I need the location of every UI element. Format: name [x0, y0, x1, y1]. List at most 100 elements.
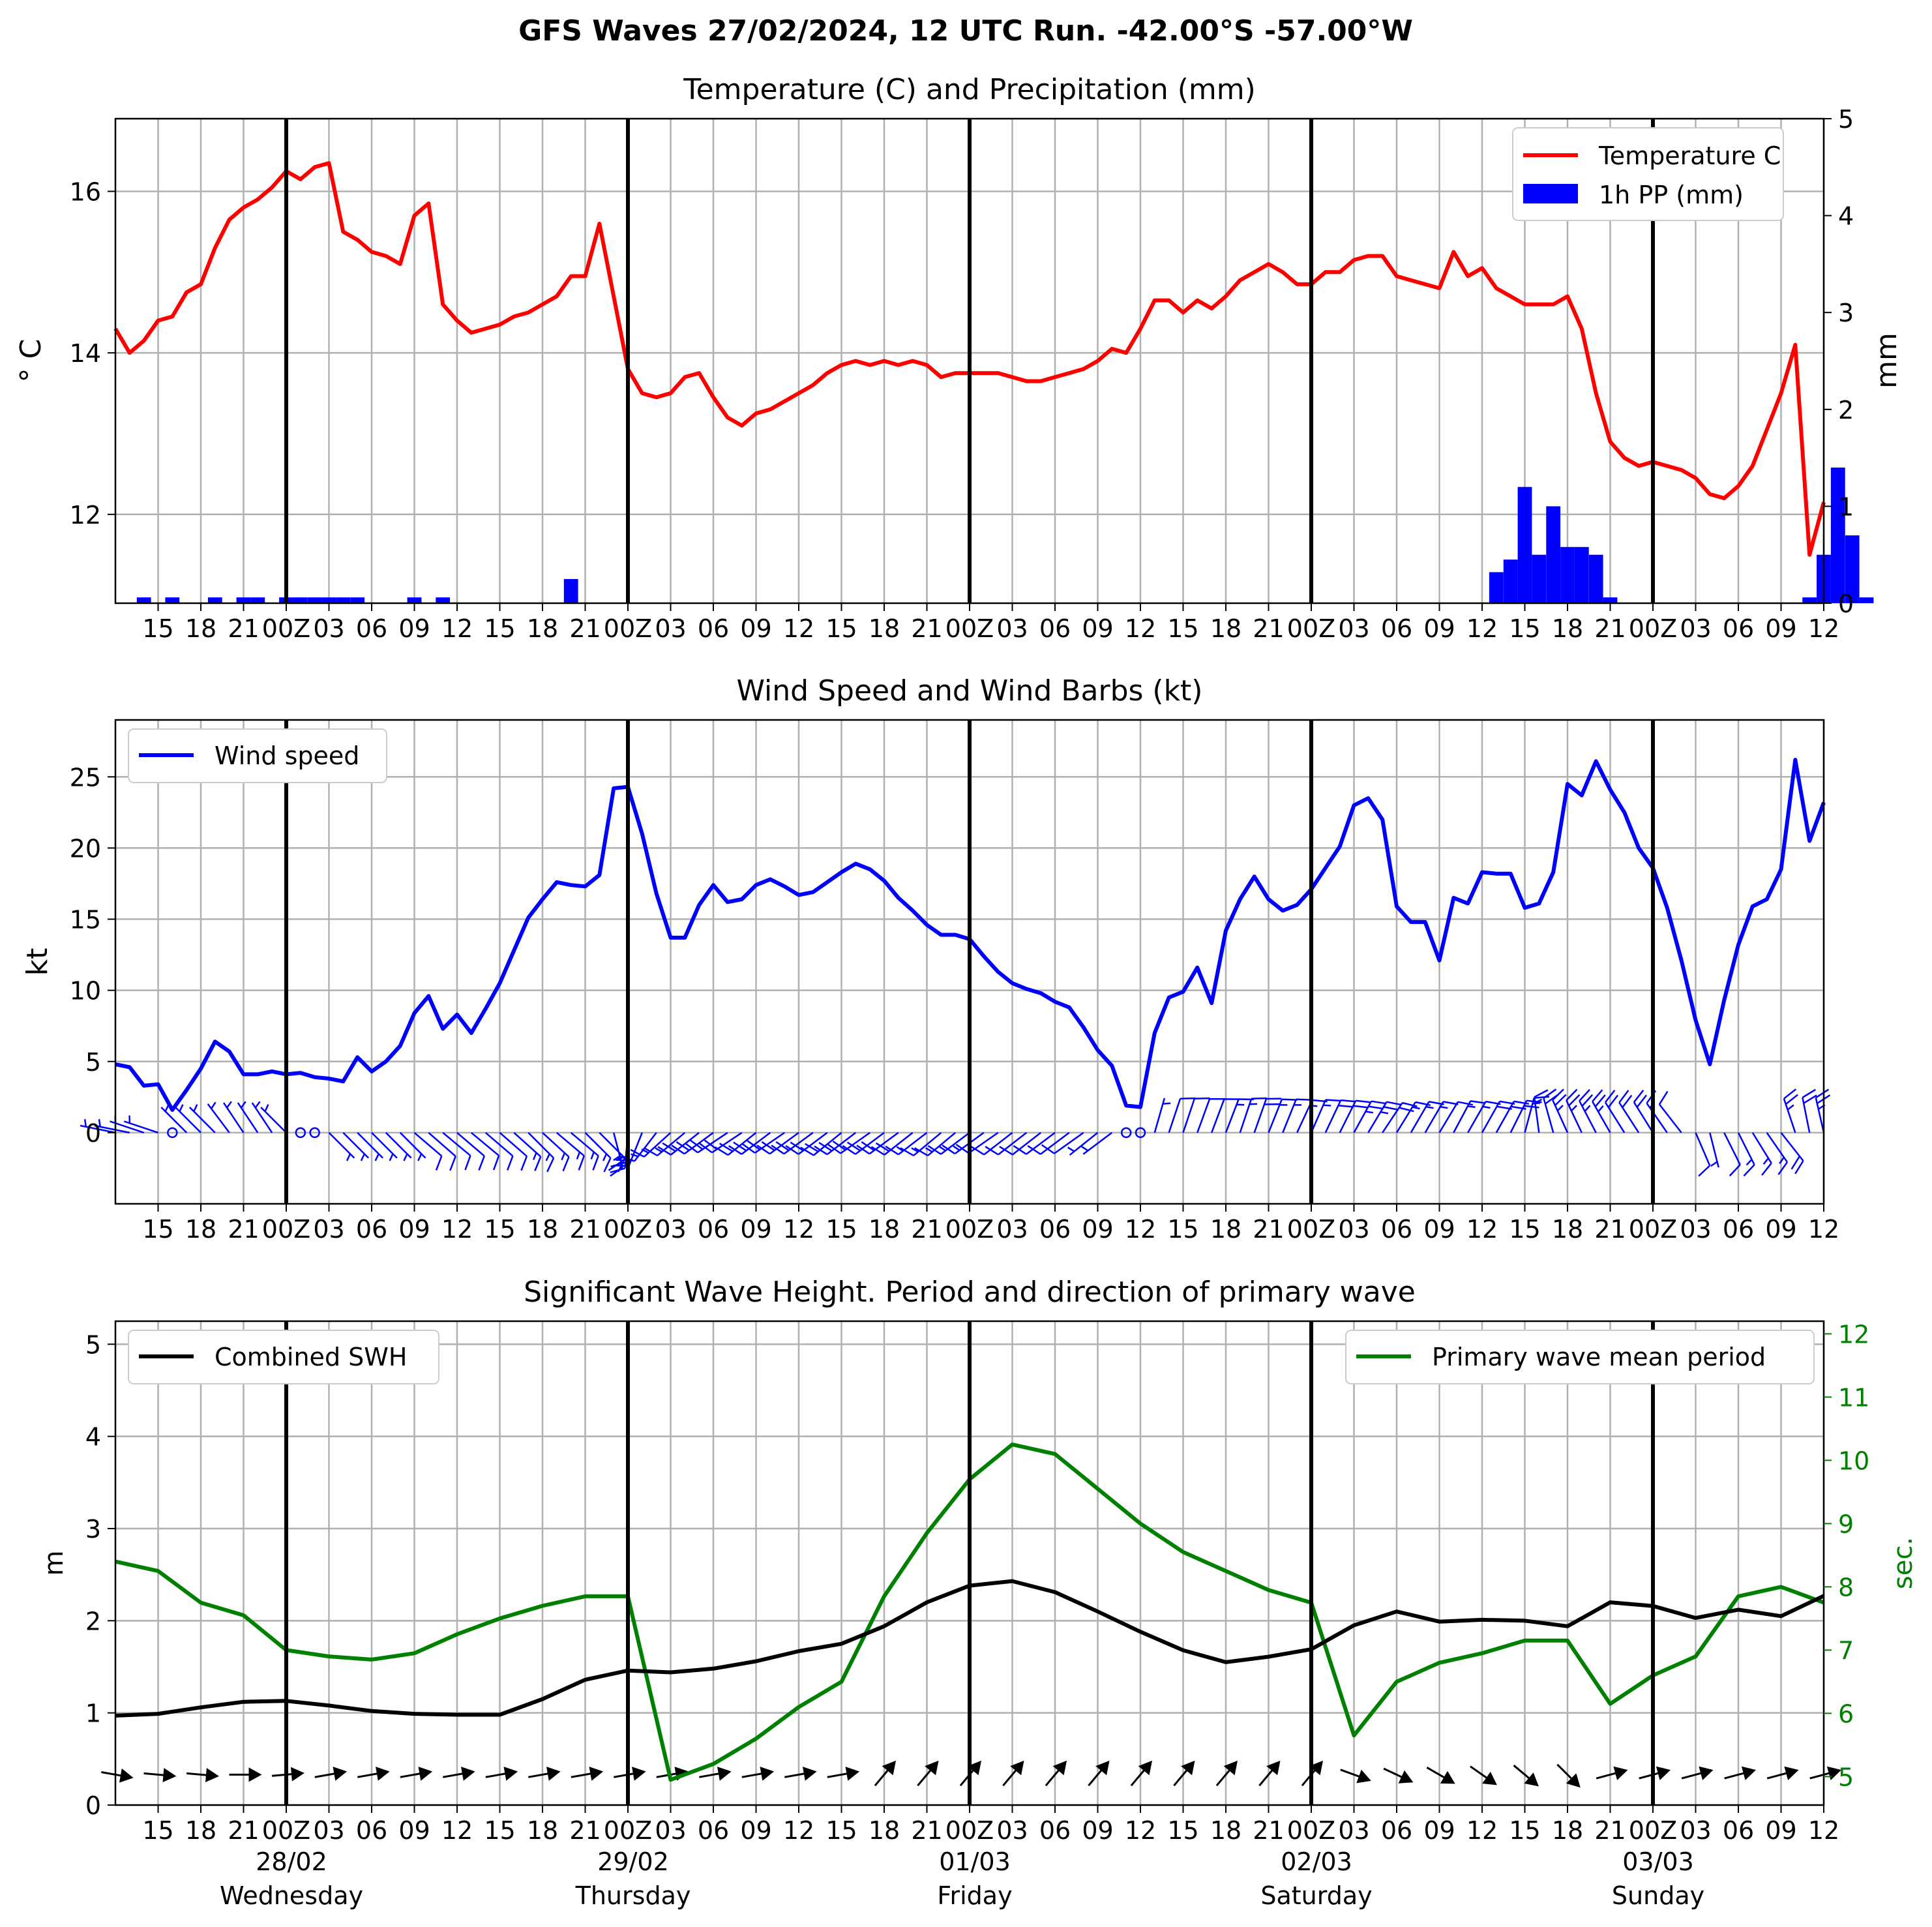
wind-barb	[885, 1131, 928, 1156]
wind-barb	[1552, 1088, 1569, 1133]
precip-bar	[1845, 535, 1860, 603]
y-tick-label-right: 7	[1838, 1636, 1854, 1665]
precip-bar	[436, 597, 451, 603]
wave-direction-arrowhead	[119, 1768, 134, 1783]
y-tick-label-right: 5	[1838, 1763, 1854, 1791]
precip-bar	[1489, 572, 1504, 603]
wind-barb	[1067, 1131, 1099, 1156]
wind-barb	[570, 1131, 599, 1171]
wind-barb	[785, 1131, 828, 1155]
x-tick-label: 03	[655, 1816, 686, 1845]
y-tick-label: 20	[70, 834, 101, 863]
day-date-label: 01/03	[939, 1847, 1011, 1876]
x-tick-label: 12	[1125, 1215, 1156, 1244]
day-weekday-label: Wednesday	[220, 1881, 363, 1910]
precip-bar	[293, 597, 308, 603]
wave-direction-arrowhead	[1784, 1766, 1799, 1780]
wind-barb	[399, 1132, 426, 1161]
precip-bar	[1802, 597, 1817, 603]
x-tick-label: 00Z	[1287, 1816, 1335, 1845]
x-tick-label: 15	[825, 1215, 857, 1244]
x-tick-label: 15	[1167, 1816, 1198, 1845]
wind-barb	[528, 1132, 555, 1173]
x-tick-label: 21	[1253, 1215, 1284, 1244]
wave-direction-arrowhead	[882, 1760, 896, 1776]
wind-barb	[1751, 1132, 1772, 1176]
wind-barb	[827, 1131, 870, 1154]
wind-barb	[1815, 1088, 1831, 1133]
wind-barb	[484, 1131, 514, 1171]
wave-direction-arrowhead	[967, 1760, 981, 1776]
wave-direction-arrowhead	[333, 1767, 348, 1781]
wave-direction-arrowhead	[205, 1768, 219, 1782]
precip-bar	[307, 597, 322, 603]
wave-direction-arrowhead	[1741, 1766, 1756, 1780]
wave-direction-arrowhead	[1566, 1773, 1581, 1788]
wind-barb	[1766, 1132, 1789, 1175]
y-tick-label: 10	[70, 977, 101, 1006]
x-tick-label: 06	[1381, 614, 1412, 643]
x-tick-label: 15	[142, 614, 173, 643]
y-tick-label: 25	[70, 763, 101, 792]
wind-barb	[94, 1119, 130, 1134]
wind-barb	[1367, 1101, 1402, 1133]
wind-barb	[985, 1131, 1028, 1156]
legend-swh: Combined SWH	[128, 1330, 439, 1384]
precip-bar	[1546, 506, 1561, 603]
x-tick-label: 18	[185, 614, 216, 643]
wind-barb	[1027, 1131, 1070, 1155]
wave-direction-arrowhead	[1398, 1770, 1414, 1784]
day-weekday-label: Saturday	[1260, 1881, 1372, 1910]
y-tick-label: 0	[85, 1791, 101, 1820]
x-tick-label: 09	[740, 1816, 771, 1845]
temperature-precip-panel: 15 18 21 00Z 03 06 09 12 15 18 21 00Z 03 06 09 12 15 18 21…	[14, 73, 1903, 643]
x-tick-label: 15	[142, 1816, 173, 1845]
x-tick-label: 09	[1765, 1215, 1796, 1244]
wind-barb	[1168, 1097, 1196, 1133]
x-tick-label: 09	[398, 1215, 430, 1244]
y-tick-label: 2	[85, 1607, 101, 1636]
wind-barb	[1737, 1132, 1755, 1176]
wind-barb	[914, 1131, 956, 1157]
x-tick-label: 21	[1594, 1215, 1626, 1244]
ylabel-temperature: ° C	[14, 339, 48, 383]
wave-direction-arrowhead	[845, 1767, 860, 1781]
x-tick-label: 00Z	[604, 614, 652, 643]
y-tick-label-right: 3	[1838, 299, 1854, 327]
wave-direction-arrowhead	[546, 1767, 561, 1781]
y-tick-label-right: 5	[1838, 105, 1854, 134]
wave-direction-arrowhead	[248, 1767, 262, 1782]
x-tick-label: 09	[1423, 1215, 1455, 1244]
precip-bar	[250, 597, 265, 603]
x-tick-label: 03	[1680, 1215, 1711, 1244]
wave-direction-arrowhead	[925, 1760, 939, 1776]
x-tick-label: 03	[996, 1816, 1028, 1845]
legend-label-wind: Wind speed	[215, 741, 359, 770]
x-tick-label: 12	[1808, 614, 1839, 643]
wind-barb	[1579, 1089, 1597, 1133]
x-tick-label: 09	[398, 614, 430, 643]
wind-barb-calm	[1120, 1127, 1132, 1139]
x-tick-label: 12	[1466, 1816, 1498, 1845]
wind-barb	[1802, 1088, 1817, 1133]
x-tick-label: 15	[825, 1816, 857, 1845]
day-date-label: 02/03	[1281, 1847, 1352, 1876]
x-tick-label: 06	[356, 614, 387, 643]
x-tick-label: 12	[783, 1816, 814, 1845]
y-tick-label: 5	[85, 1048, 101, 1077]
precip-bar	[407, 597, 422, 603]
x-tick-label: 12	[1466, 614, 1498, 643]
x-tick-label: 12	[783, 614, 814, 643]
x-tick-label: 03	[655, 1215, 686, 1244]
x-tick-label: 18	[869, 614, 900, 643]
wind-barb	[1658, 1090, 1682, 1133]
wave-direction-arrowhead	[1482, 1771, 1497, 1785]
wind-barb	[1566, 1088, 1583, 1133]
precip-bar	[350, 597, 365, 603]
x-tick-label: 03	[1338, 614, 1369, 643]
y-tick-label-right: 1	[1838, 492, 1854, 521]
x-tick-label: 03	[1338, 1816, 1369, 1845]
precip-bar	[1588, 554, 1603, 603]
precip-bar	[1503, 560, 1518, 603]
legend-label-swh: Combined SWH	[215, 1343, 407, 1371]
